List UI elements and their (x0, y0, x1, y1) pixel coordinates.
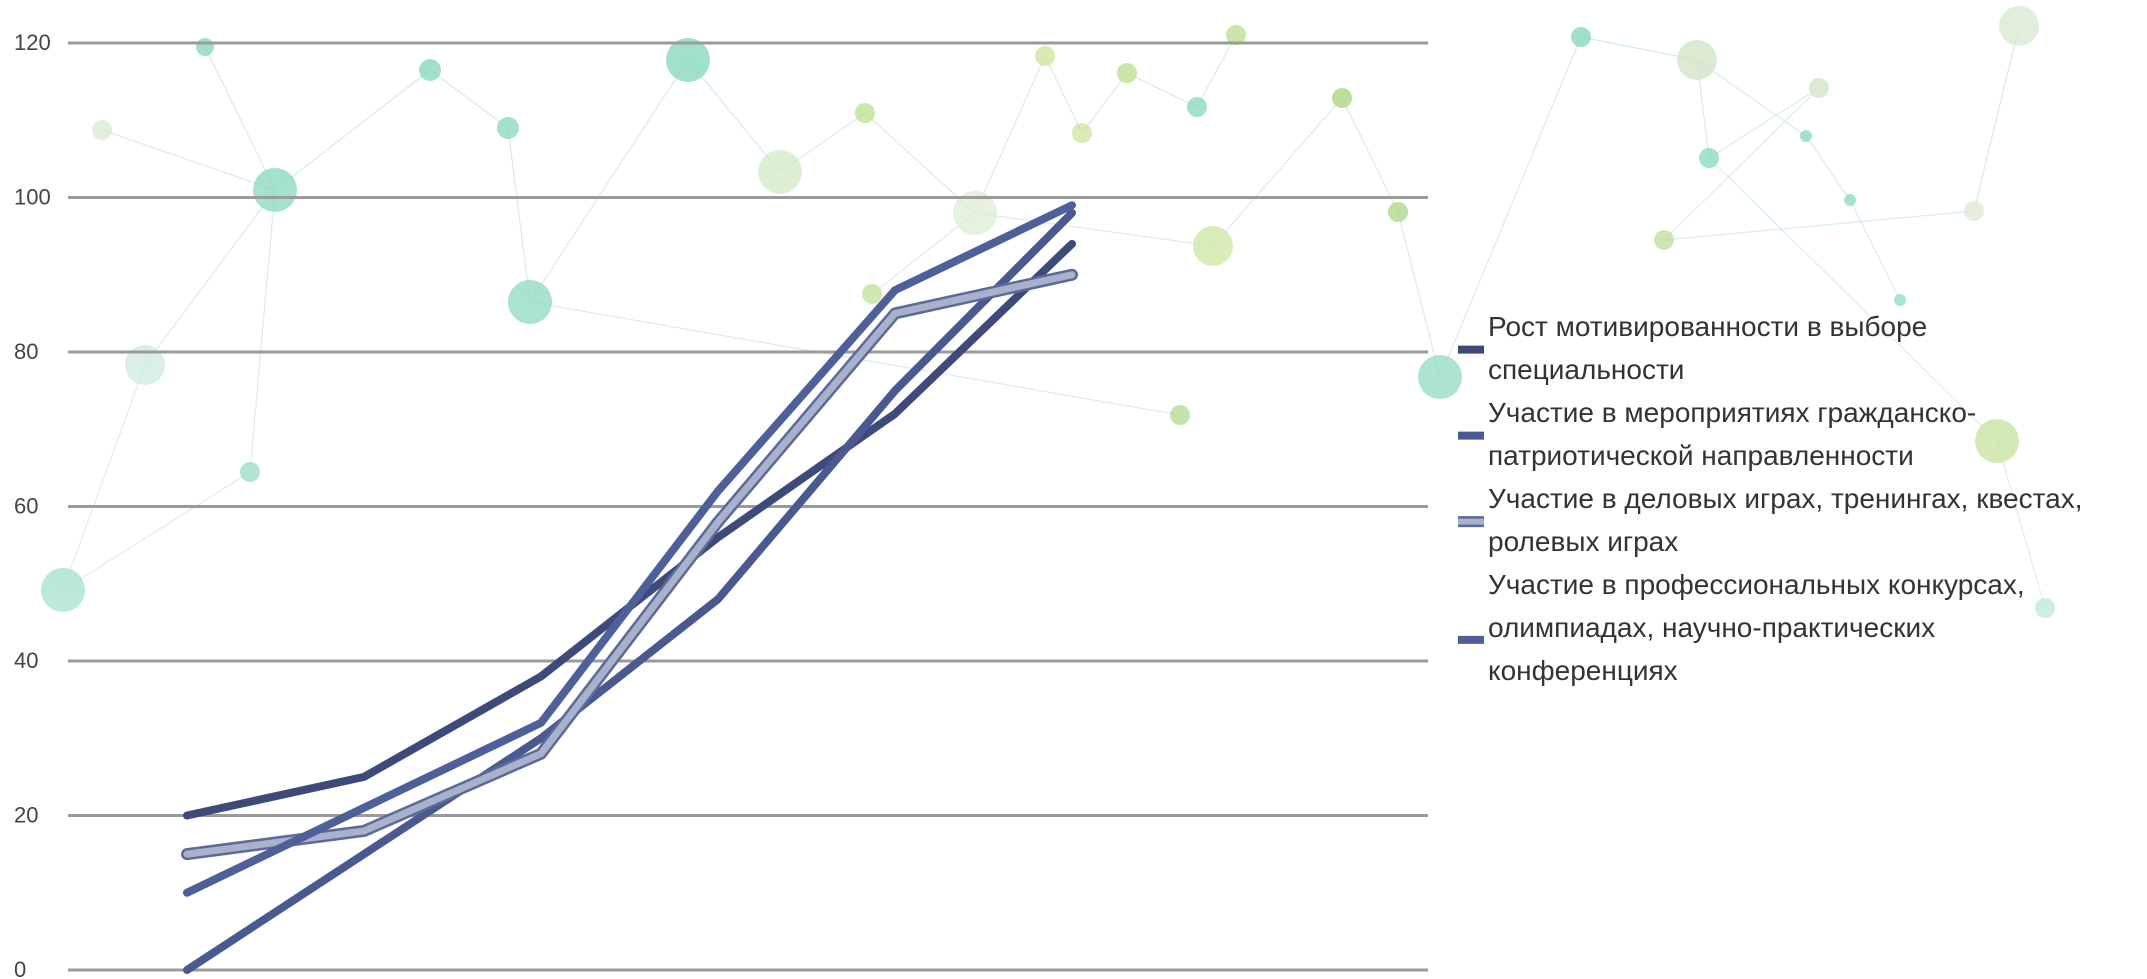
legend-item: Участие в деловых играх, тренингах, квес… (1458, 483, 2082, 557)
legend-item: Участие в профессиональных конкурсах, оли… (1458, 569, 2025, 686)
legend-label: Участие в профессиональных конкурсах, (1488, 569, 2025, 600)
legend-label: ролевых играх (1488, 526, 1678, 557)
y-axis-ticks: 0 20 40 60 80 100 120 (14, 30, 51, 979)
y-tick-label: 20 (14, 803, 38, 828)
legend-label: конференциях (1488, 655, 1678, 686)
y-tick-label: 0 (14, 957, 26, 979)
legend-item: Участие в мероприятиях гражданско-патрио… (1458, 397, 1976, 471)
series-line (183, 208, 1076, 974)
legend-label: олимпиадах, научно-практических (1488, 612, 1935, 643)
legend-label: Участие в деловых играх, тренингах, квес… (1488, 483, 2082, 514)
legend-label: Участие в мероприятиях гражданско- (1488, 397, 1976, 428)
y-tick-label: 40 (14, 648, 38, 673)
legend-label: патриотической направленности (1488, 440, 1914, 471)
y-tick-label: 80 (14, 339, 38, 364)
y-tick-label: 100 (14, 185, 51, 210)
legend-label: специальности (1488, 354, 1684, 385)
legend-label: Рост мотивированности в выборе (1488, 311, 1927, 342)
legend: Рост мотивированности в выборе специально… (1458, 311, 2082, 686)
y-tick-label: 120 (14, 30, 51, 55)
y-tick-label: 60 (14, 494, 38, 519)
series-line (183, 201, 1076, 897)
series-line (181, 268, 1078, 861)
series-lines (181, 201, 1078, 974)
gridlines (68, 41, 1428, 972)
legend-item: Рост мотивированности в выборе специально… (1458, 311, 1927, 385)
